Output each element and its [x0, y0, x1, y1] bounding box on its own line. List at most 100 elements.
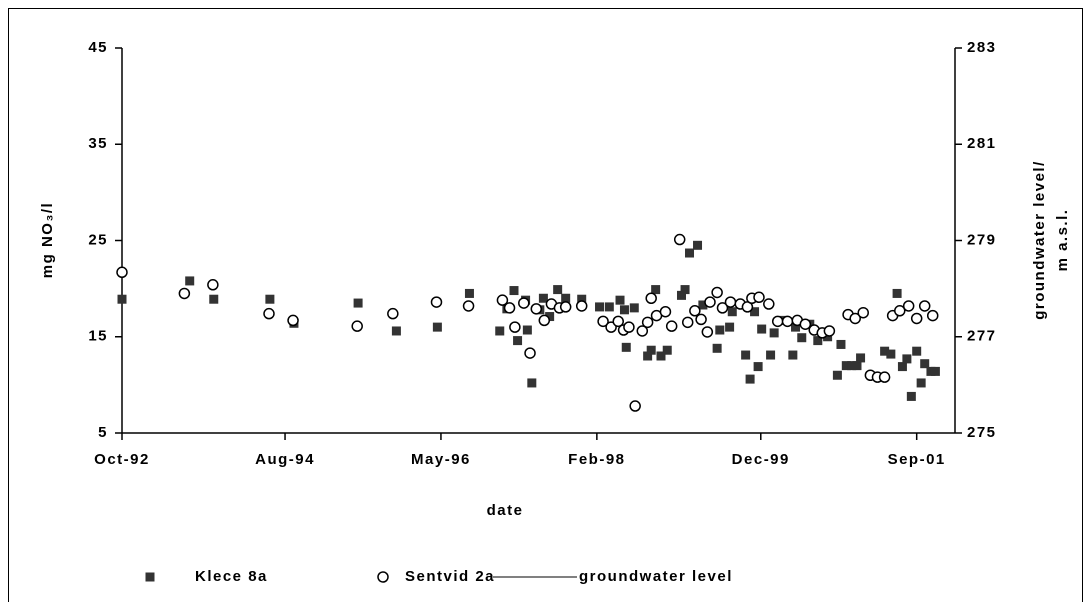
point [538, 293, 548, 303]
point [464, 288, 474, 298]
point [538, 314, 551, 327]
point [391, 326, 401, 336]
legend-marker [377, 571, 389, 583]
point [561, 293, 571, 303]
point [852, 361, 862, 371]
point [645, 292, 657, 304]
point [681, 316, 694, 329]
y2-tick-label: 277 [967, 328, 997, 345]
point [727, 307, 737, 317]
point [753, 362, 763, 372]
point [832, 370, 842, 380]
point [685, 248, 695, 258]
point [836, 339, 846, 349]
point [680, 285, 690, 295]
y2-axis-title: m a.s.l. [1054, 209, 1071, 272]
point [185, 276, 195, 286]
point [116, 266, 128, 279]
point [849, 312, 861, 325]
point [711, 286, 723, 299]
point [712, 343, 722, 353]
point [518, 297, 530, 309]
point [781, 315, 794, 328]
point [604, 302, 614, 312]
point [823, 332, 833, 342]
point [704, 296, 716, 308]
point [741, 350, 751, 360]
point [910, 312, 923, 325]
point [656, 351, 666, 361]
point [207, 279, 219, 291]
x-axis-title: date [487, 502, 524, 519]
point [178, 287, 191, 300]
point [629, 400, 641, 412]
y-tick-label: 45 [88, 39, 108, 56]
point [430, 296, 443, 308]
legend-marker [145, 572, 155, 582]
point [695, 313, 707, 326]
y2-tick-label: 283 [967, 39, 997, 56]
point [513, 336, 523, 346]
point [651, 285, 661, 295]
point [797, 333, 807, 343]
y-tick-label: 15 [88, 328, 108, 345]
point [621, 342, 631, 352]
point [545, 312, 555, 322]
point [595, 302, 605, 312]
x-tick-label: Aug-94 [255, 451, 315, 468]
point [643, 351, 653, 361]
x-tick-label: Feb-98 [568, 451, 625, 468]
point [916, 378, 926, 388]
point [575, 300, 588, 312]
point [577, 294, 587, 304]
y2-tick-label: 281 [967, 135, 997, 152]
point [509, 321, 521, 333]
point [351, 320, 363, 332]
legend-label: Klece 8a [195, 568, 268, 585]
point [662, 345, 672, 355]
point [503, 302, 516, 314]
chart-frame [8, 8, 1083, 602]
point [841, 361, 851, 371]
point [629, 303, 639, 313]
x-tick-label: Sep-01 [888, 451, 946, 468]
x-tick-label: Oct-92 [94, 451, 150, 468]
point [906, 391, 916, 401]
point [641, 316, 654, 329]
point [287, 314, 299, 327]
point [615, 295, 625, 305]
point [763, 298, 775, 310]
legend-label: Sentvid 2a [405, 568, 495, 585]
y-tick-label: 5 [98, 424, 108, 441]
point [509, 286, 519, 296]
point [741, 301, 754, 313]
point [886, 349, 896, 359]
point [912, 346, 922, 356]
point [880, 346, 890, 356]
point [623, 321, 635, 333]
point [597, 315, 609, 328]
point [646, 345, 656, 355]
point [689, 305, 701, 317]
point [665, 320, 678, 332]
y2-tick-label: 275 [967, 424, 997, 441]
point [524, 347, 536, 359]
point [495, 326, 505, 336]
point [920, 359, 930, 369]
point [522, 325, 532, 335]
x-tick-label: Dec-99 [732, 451, 790, 468]
point [750, 307, 760, 317]
point [930, 366, 940, 376]
point [897, 362, 907, 372]
point [753, 291, 765, 304]
point [902, 300, 915, 312]
point [799, 318, 812, 330]
y2-tick-label: 279 [967, 231, 997, 248]
point [894, 305, 906, 317]
point [612, 315, 624, 328]
point [530, 303, 543, 315]
point [559, 301, 572, 313]
legend-label: groundwater level [579, 568, 733, 585]
y-tick-label: 35 [88, 135, 108, 152]
point [693, 240, 703, 250]
